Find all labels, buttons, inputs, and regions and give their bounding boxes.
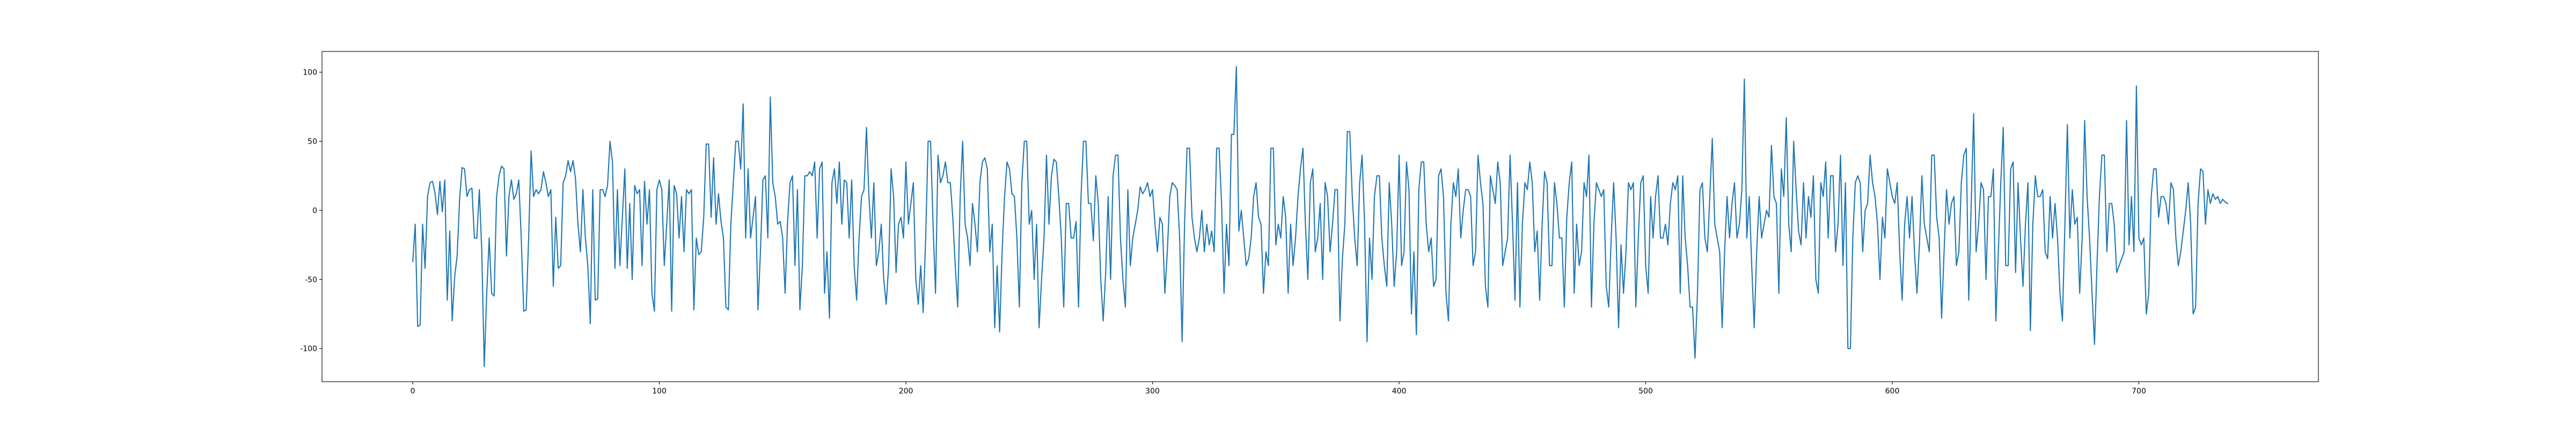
x-tick-label: 600 [1885, 387, 1900, 396]
x-tick-label: 200 [899, 387, 913, 396]
x-tick-label: 400 [1392, 387, 1407, 396]
y-tick-label: 100 [303, 69, 317, 77]
x-tick-label: 0 [411, 387, 415, 396]
y-tick-label: -50 [305, 276, 317, 284]
plot-frame [321, 51, 2319, 382]
x-tick-label: 300 [1145, 387, 1160, 396]
y-tick-label: -100 [300, 345, 317, 353]
y-tick-label: 50 [308, 138, 317, 146]
line-series [412, 66, 2229, 367]
x-tick-label: 700 [2132, 387, 2146, 396]
y-tick-label: 0 [312, 206, 317, 215]
x-tick-label: 100 [652, 387, 667, 396]
x-tick-label: 500 [1638, 387, 1653, 396]
